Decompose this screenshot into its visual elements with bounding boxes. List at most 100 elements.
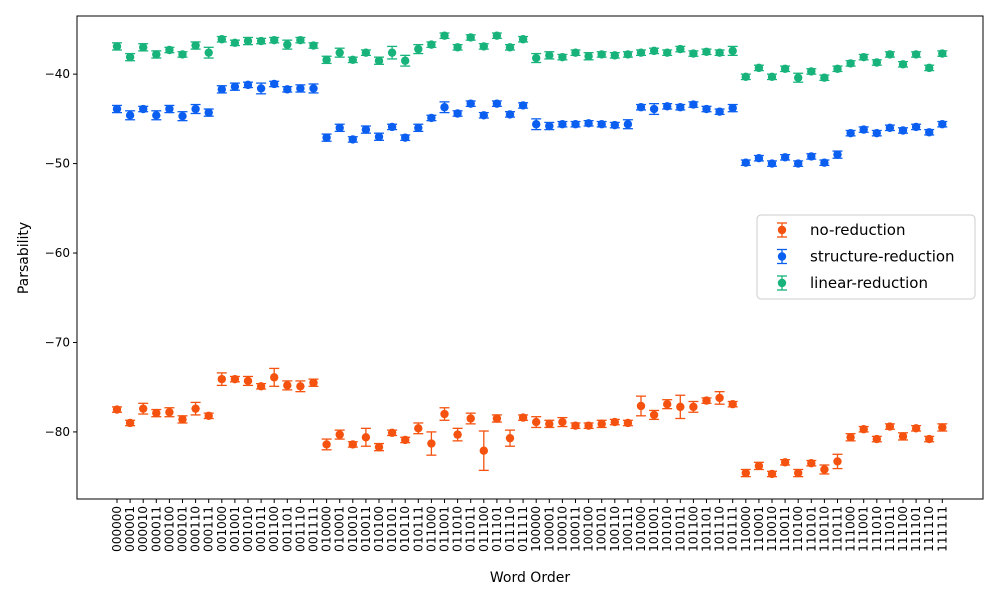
data-point [466, 33, 475, 42]
data-point [676, 103, 685, 112]
data-point [689, 402, 698, 412]
data-point [191, 104, 200, 114]
x-tick-label: 000001 [123, 506, 137, 552]
data-point [165, 104, 174, 114]
data-point [387, 48, 397, 57]
data-point [309, 84, 318, 93]
data-point [217, 85, 226, 94]
x-tick-label: 011101 [490, 506, 504, 552]
data-point [479, 42, 488, 51]
y-tick-label: −60 [45, 246, 70, 260]
x-tick-label: 111000 [844, 506, 858, 552]
data-point [532, 120, 541, 129]
x-tick-label: 111010 [870, 506, 884, 552]
data-point [898, 432, 908, 441]
data-point [427, 439, 436, 448]
data-point [401, 56, 410, 65]
data-point [925, 63, 934, 73]
data-point [453, 109, 462, 118]
data-point [558, 417, 567, 427]
data-point [689, 100, 698, 109]
x-tick-label: 110001 [752, 506, 766, 552]
y-tick-label: −80 [45, 425, 70, 439]
data-point [754, 461, 764, 471]
x-tick-label: 100010 [555, 506, 569, 552]
x-axis-title: Word Order [490, 570, 570, 586]
data-point [767, 469, 777, 479]
data-point [387, 428, 397, 438]
data-point [715, 107, 724, 116]
data-point [256, 382, 266, 391]
data-point [676, 402, 685, 412]
data-point [348, 440, 357, 449]
data-point [505, 433, 515, 443]
data-point [780, 64, 790, 73]
data-point [152, 111, 161, 120]
data-point [217, 35, 226, 44]
data-point [846, 59, 855, 68]
data-point [780, 458, 790, 467]
data-point [518, 35, 528, 44]
data-point [178, 50, 187, 59]
data-point [139, 43, 148, 52]
data-point [256, 36, 266, 46]
data-point [558, 120, 567, 129]
data-point [767, 159, 777, 168]
x-tick-label: 001111 [307, 506, 321, 552]
data-point [728, 46, 737, 56]
data-point [243, 80, 253, 90]
data-point [833, 457, 842, 466]
x-tick-label: 011010 [451, 506, 465, 552]
x-tick-label: 110011 [778, 506, 792, 552]
legend-marker-point [777, 252, 787, 261]
data-point [335, 123, 344, 133]
data-point [165, 408, 174, 417]
data-point [794, 159, 803, 168]
data-point [636, 103, 646, 112]
x-tick-label: 100001 [542, 506, 556, 552]
x-tick-label: 010111 [411, 506, 425, 552]
x-tick-label: 110110 [817, 506, 831, 552]
data-point [623, 120, 633, 129]
data-point [610, 51, 619, 60]
data-point [322, 55, 331, 65]
data-point [348, 135, 357, 144]
data-point [807, 67, 816, 76]
data-point [911, 424, 921, 433]
data-point [597, 419, 606, 429]
series-layer [112, 31, 948, 479]
data-point [125, 52, 135, 62]
x-tick-label: 110010 [765, 506, 779, 552]
data-point [715, 393, 724, 403]
data-point [649, 410, 659, 420]
data-point [780, 153, 790, 162]
data-point [702, 104, 711, 114]
data-point [152, 50, 161, 59]
data-point [401, 435, 410, 445]
data-point [833, 64, 842, 73]
data-point [663, 48, 672, 57]
data-point [807, 152, 816, 161]
data-point [125, 418, 135, 428]
x-tick-label: 000111 [202, 506, 216, 552]
data-point [270, 35, 279, 45]
x-tick-label: 011011 [464, 506, 478, 552]
data-point [597, 120, 606, 129]
x-tick-label: 101010 [660, 506, 674, 552]
data-point [387, 122, 397, 132]
x-tick-label: 001110 [293, 506, 307, 552]
data-point [636, 48, 646, 57]
data-point [872, 128, 881, 138]
data-point [296, 35, 305, 45]
data-point [584, 119, 593, 128]
data-point [296, 84, 305, 93]
data-point [794, 468, 803, 478]
data-point [571, 421, 580, 430]
data-point [571, 120, 580, 129]
legend-marker-point [777, 278, 787, 288]
data-point [663, 102, 672, 111]
x-tick-label: 111011 [883, 506, 897, 552]
x-tick-label: 011111 [516, 506, 530, 552]
x-tick-label: 111100 [896, 506, 910, 552]
